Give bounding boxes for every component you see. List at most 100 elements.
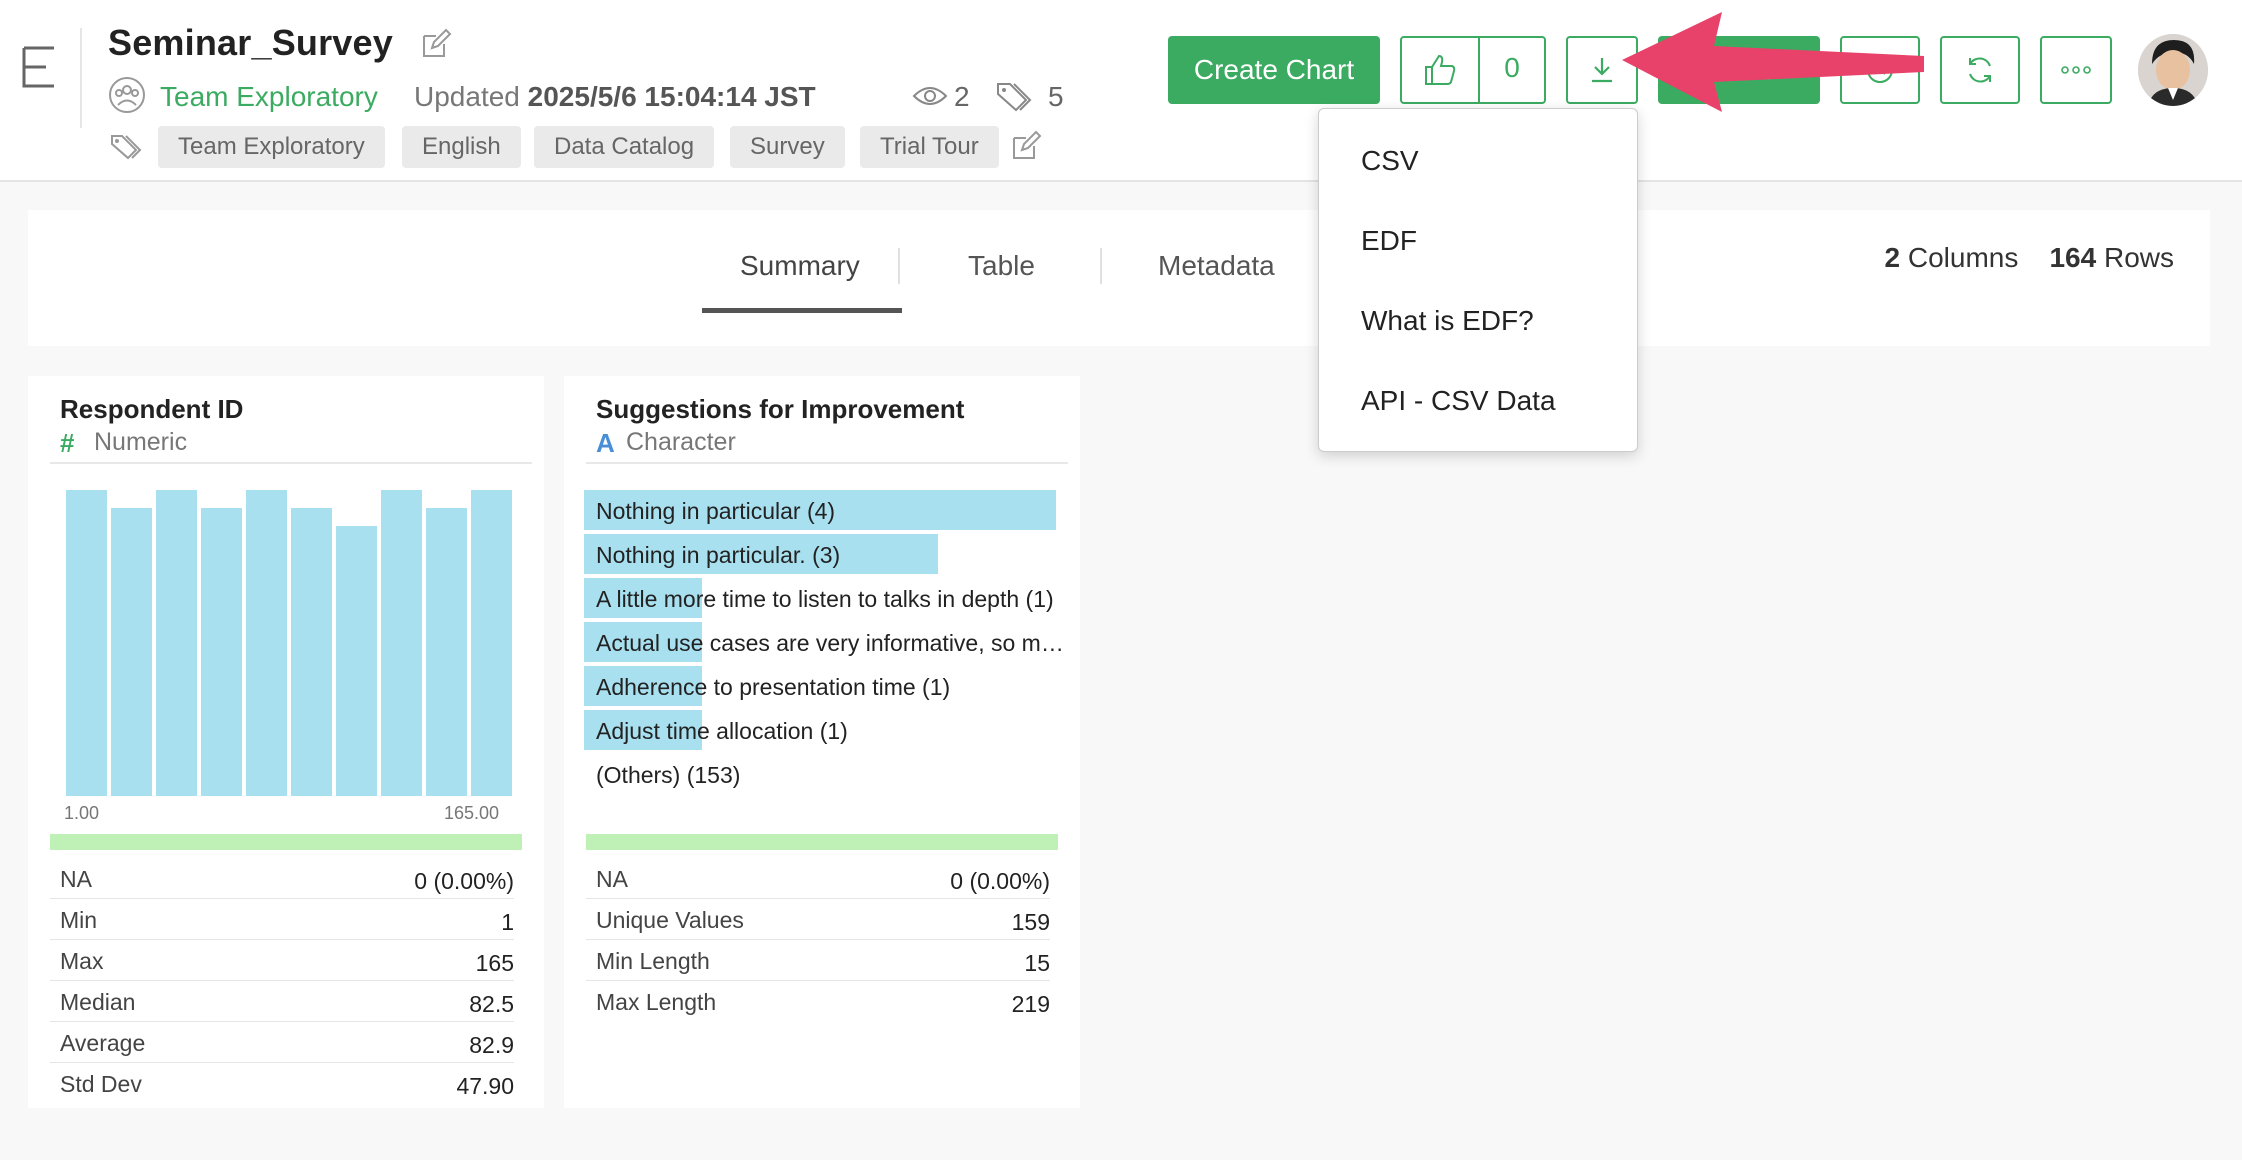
thumbs-up-icon[interactable] [1423,53,1457,87]
column-type: Character [626,428,736,456]
histogram-chart[interactable] [66,490,516,796]
stat-label: Std Dev [60,1071,142,1097]
stat-label: NA [596,866,628,892]
frequency-bar [584,622,702,662]
histogram-bar[interactable] [156,490,197,796]
header-divider [80,28,82,128]
stat-row: Min Length 15 [586,940,1050,981]
edit-title-icon[interactable] [420,28,452,60]
tag-chip[interactable]: Data Catalog [534,126,715,168]
frequency-row[interactable]: Nothing in particular (4) [584,490,1060,530]
stat-value: 47.90 [456,1073,514,1099]
frequency-row[interactable]: (Others) (153) [584,754,1060,794]
valid-values-bar [586,834,1058,850]
frequency-row[interactable]: A little more time to listen to talks in… [584,578,1060,618]
updated-time: 2025/5/6 15:04:14 JST [527,81,816,112]
download-button[interactable] [1566,36,1638,104]
stats-table: NA 0 (0.00%) Unique Values 159 Min Length 1… [586,858,1050,1022]
menu-item-edf[interactable]: EDF [1361,225,1417,256]
more-dots-icon [2061,66,2091,74]
frequency-label: Adherence to presentation time (1) [596,674,951,700]
stat-row: Min 1 [50,899,514,940]
create-chart-button[interactable]: Create Chart [1168,36,1380,104]
view-tabs-panel: Summary Table Metadata 2 Columns 164 Row… [28,210,2210,346]
stat-row: Median 82.5 [50,981,514,1022]
frequency-row[interactable]: Adjust time allocation (1) [584,710,1060,750]
frequency-label: Actual use cases are very informative, s… [596,630,1076,656]
tab-table[interactable]: Table [968,250,1035,281]
stat-row: Max 165 [50,940,514,981]
menu-item-api-csv[interactable]: API - CSV Data [1361,385,1556,416]
histogram-bar[interactable] [381,490,422,796]
page-title: Seminar_Survey [108,22,393,63]
stat-row: Std Dev 47.90 [50,1063,514,1104]
frequency-row[interactable]: Nothing in particular. (3) [584,534,1060,574]
stat-row: Average 82.9 [50,1022,514,1063]
annotation-arrow-icon [1622,12,1924,112]
avatar-portrait-icon [2138,34,2208,106]
column-name: Suggestions for Improvement [596,394,965,424]
stat-row: NA 0 (0.00%) [586,858,1050,899]
updated-prefix: Updated [414,81,520,112]
more-options-button[interactable] [2040,36,2112,104]
histogram-bar[interactable] [111,508,152,796]
card-divider [586,462,1068,464]
character-type-icon: A [596,428,615,458]
stat-value: 0 (0.00%) [414,868,514,894]
histogram-bar[interactable] [471,490,512,796]
frequency-label: Nothing in particular (4) [596,498,836,524]
frequency-bar [584,710,702,750]
histogram-bar[interactable] [426,508,467,796]
eye-icon [912,87,948,105]
histogram-bar[interactable] [201,508,242,796]
histogram-bar[interactable] [246,490,287,796]
stat-row: Unique Values 159 [586,899,1050,940]
tag-icon [111,135,142,160]
like-divider [1478,38,1480,102]
stat-value: 0 (0.00%) [950,868,1050,894]
frequency-bar [584,534,938,574]
user-avatar[interactable] [2138,34,2208,106]
tag-chip[interactable]: English [402,126,521,168]
tab-metadata[interactable]: Metadata [1158,250,1275,281]
tab-divider [898,248,900,284]
like-button-group[interactable] [1400,36,1546,104]
frequency-label: Adjust time allocation (1) [596,718,848,744]
stat-row: Max Length 219 [586,981,1050,1022]
team-icon [109,77,145,113]
menu-item-what-is-edf[interactable]: What is EDF? [1361,305,1534,336]
frequency-bar [584,578,702,618]
histogram-bar[interactable] [291,508,332,796]
edit-tags-icon[interactable] [1010,130,1042,162]
stat-value: 219 [1011,991,1050,1017]
histogram-bar[interactable] [336,526,377,796]
active-tab-indicator [702,308,902,313]
column-card-respondent-id: Respondent ID # Numeric 1.00 165.00 NA 0 … [28,376,544,1108]
columns-label: Columns [1907,242,2019,273]
columns-value: 2 [1884,242,1901,273]
stat-label: Min [60,907,98,933]
stat-value: 159 [1011,909,1050,935]
column-card-suggestions: Suggestions for Improvement A Character … [564,376,1080,1108]
tab-summary[interactable]: Summary [740,250,860,281]
tag-chip[interactable]: Trial Tour [860,126,999,168]
column-name: Respondent ID [60,394,244,424]
frequency-bar [584,666,702,706]
frequency-row[interactable]: Actual use cases are very informative, s… [584,622,1076,662]
menu-item-csv[interactable]: CSV [1361,145,1419,176]
stat-label: Average [60,1030,146,1056]
frequency-row[interactable]: Adherence to presentation time (1) [584,666,1060,706]
team-link[interactable]: Team Exploratory [160,81,378,112]
valid-values-bar [50,834,522,850]
exploratory-logo-icon[interactable] [20,44,58,90]
tag-chip[interactable]: Team Exploratory [158,126,385,168]
tag-chip[interactable]: Survey [730,126,845,168]
dataset-counts: 2 Columns 164 Rows [1885,242,2174,274]
histogram-axis-min: 1.00 [64,803,100,823]
histogram-bar[interactable] [66,490,107,796]
download-menu: CSV EDF What is EDF? API - CSV Data [1318,108,1638,452]
refresh-button[interactable] [1940,36,2020,104]
stat-label: Max [60,948,104,974]
numeric-type-icon: # [60,428,75,458]
tags-icon [997,83,1032,112]
